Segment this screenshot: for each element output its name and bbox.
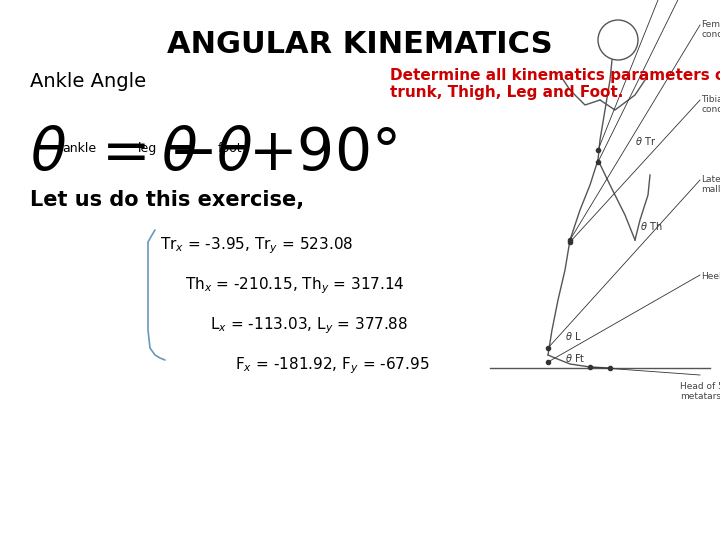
Text: Lateral
malleolus: Lateral malleolus [701, 175, 720, 194]
Text: $\theta$ L: $\theta$ L [565, 330, 582, 342]
Text: $\theta$ Ft: $\theta$ Ft [565, 352, 585, 364]
Text: Femoral
condyle: Femoral condyle [701, 20, 720, 39]
Text: ankle: ankle [62, 142, 96, 155]
Text: Tr$_x$ = -3.95, Tr$_y$ = 523.08: Tr$_x$ = -3.95, Tr$_y$ = 523.08 [160, 235, 354, 255]
Text: foot: foot [218, 142, 243, 155]
Text: $\theta$: $\theta$ [30, 125, 67, 182]
Text: Tibial
condyle: Tibial condyle [701, 95, 720, 114]
Text: Heel: Heel [701, 272, 720, 281]
Text: Determine all kinematics parameters of: Determine all kinematics parameters of [390, 68, 720, 83]
Text: $\theta$ Th: $\theta$ Th [640, 220, 662, 232]
Text: L$_x$ = -113.03, L$_y$ = 377.88: L$_x$ = -113.03, L$_y$ = 377.88 [210, 315, 408, 335]
Text: $+ 90°$: $+ 90°$ [248, 125, 397, 182]
Text: Th$_x$ = -210.15, Th$_y$ = 317.14: Th$_x$ = -210.15, Th$_y$ = 317.14 [185, 275, 405, 295]
Text: Head of 5th
metatarsal: Head of 5th metatarsal [680, 382, 720, 401]
Text: $\theta$ Tr: $\theta$ Tr [635, 135, 656, 147]
Text: trunk, Thigh, Leg and Foot.: trunk, Thigh, Leg and Foot. [390, 85, 624, 100]
Text: $- \theta$: $- \theta$ [168, 125, 253, 182]
Text: F$_x$ = -181.92, F$_y$ = -67.95: F$_x$ = -181.92, F$_y$ = -67.95 [235, 355, 429, 376]
Text: leg: leg [138, 142, 157, 155]
Text: $= \theta$: $= \theta$ [90, 125, 198, 182]
Text: Ankle Angle: Ankle Angle [30, 72, 146, 91]
Text: ANGULAR KINEMATICS: ANGULAR KINEMATICS [167, 30, 553, 59]
Text: Let us do this exercise,: Let us do this exercise, [30, 190, 304, 210]
